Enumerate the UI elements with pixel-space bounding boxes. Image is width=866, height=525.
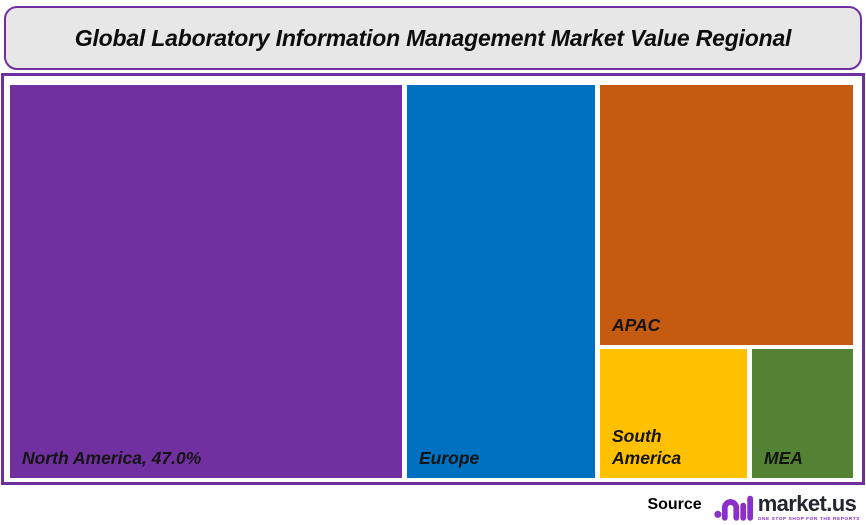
treemap-tile-europe: Europe xyxy=(407,85,595,478)
treemap-tile-north-america: North America, 47.0% xyxy=(10,85,402,478)
treemap-tile-apac: APAC xyxy=(600,85,853,345)
chart-title: Global Laboratory Information Management… xyxy=(74,24,792,51)
tile-label-europe: Europe xyxy=(419,448,480,469)
brand-tagline: ONE STOP SHOP FOR THE REPORTS xyxy=(757,516,860,522)
source-label: Source xyxy=(647,496,702,513)
tile-label-north-america: North America, 47.0% xyxy=(22,448,202,469)
tile-label-apac: APAC xyxy=(612,315,661,336)
brand-name: market.us xyxy=(757,490,857,516)
treemap-tile-mea: MEA xyxy=(752,349,853,478)
tile-label-south-america: South America xyxy=(612,425,682,469)
brand-text-block: market.us ONE STOP SHOP FOR THE REPORTS xyxy=(757,490,860,522)
source-attribution: Source market.us ONE STOP SHOP FOR THE R… xyxy=(647,487,860,523)
brand-logo: market.us ONE STOP SHOP FOR THE REPORTS xyxy=(713,489,860,522)
chart-title-box: Global Laboratory Information Management… xyxy=(4,6,862,70)
tile-label-mea: MEA xyxy=(764,448,803,469)
treemap-tile-south-america: South America xyxy=(600,349,747,478)
market-us-logo-icon xyxy=(713,495,753,521)
